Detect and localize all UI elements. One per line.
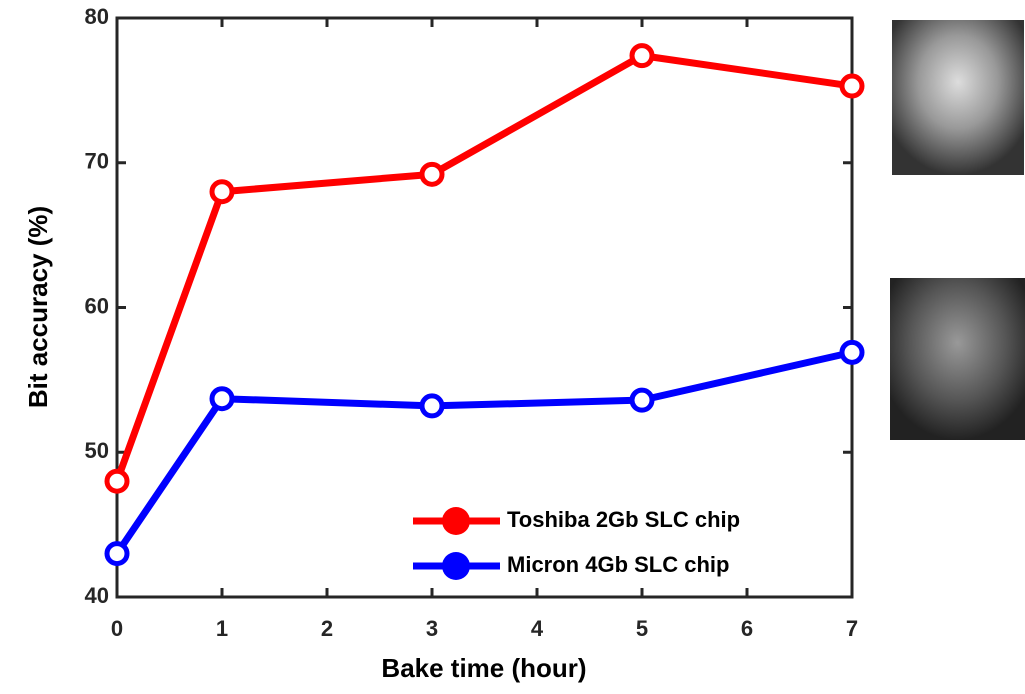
x-tick-label: 7 [846,616,858,641]
x-tick-label: 1 [216,616,228,641]
portrait-noisy [890,278,1025,440]
point-marker [212,389,232,409]
x-tick-label: 4 [531,616,544,641]
point-marker [842,76,862,96]
point-marker [107,544,127,564]
point-marker [422,396,442,416]
y-tick-label: 60 [85,293,109,318]
x-tick-label: 6 [741,616,753,641]
portrait-images [890,20,1025,440]
y-tick-label: 80 [85,4,109,29]
chart: Bake time (hour) Bit accuracy (%) 405060… [0,0,1025,694]
legend: Toshiba 2Gb SLC chip Micron 4Gb SLC chip [413,507,740,580]
portrait-clear [892,20,1024,175]
x-tick-label: 3 [426,616,438,641]
legend-label: Micron 4Gb SLC chip [507,552,729,577]
x-axis-label: Bake time (hour) [381,653,586,683]
x-tick-label: 0 [111,616,123,641]
plot-frame [117,18,852,597]
x-tick-label: 5 [636,616,648,641]
point-marker [632,46,652,66]
point-marker [107,471,127,491]
y-tick-label: 70 [85,149,109,174]
y-tick-label: 50 [85,438,109,463]
legend-marker [442,507,470,535]
point-marker [212,182,232,202]
y-tick-label: 40 [85,583,109,608]
legend-marker [442,552,470,580]
legend-label: Toshiba 2Gb SLC chip [507,507,740,532]
point-marker [842,342,862,362]
series-line [117,56,852,482]
point-marker [422,164,442,184]
point-marker [632,390,652,410]
y-axis-label: Bit accuracy (%) [23,206,53,408]
x-tick-label: 2 [321,616,333,641]
